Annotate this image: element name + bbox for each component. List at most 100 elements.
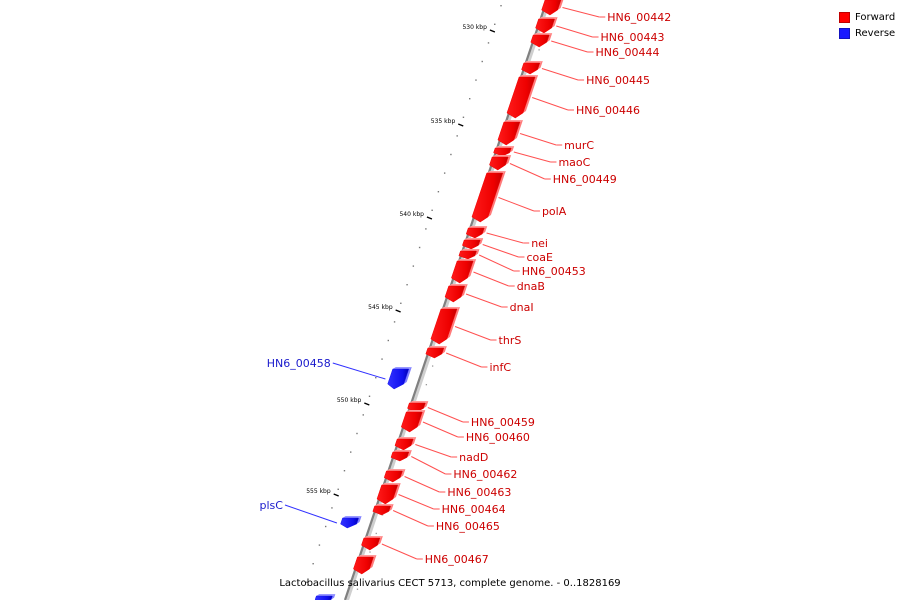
gene-label[interactable]: HN6_00446 <box>576 104 640 117</box>
gene-label[interactable]: maoC <box>558 156 590 169</box>
gene-HN6_00445[interactable] <box>521 61 543 75</box>
legend: Forward Reverse <box>839 9 895 41</box>
gene-label[interactable]: infC <box>489 361 511 374</box>
gene-plsC[interactable] <box>340 516 362 529</box>
gene-label[interactable]: thrS <box>499 334 522 347</box>
gene-dnaB[interactable] <box>451 259 477 284</box>
gene-label[interactable]: HN6_00465 <box>436 520 500 533</box>
gene-HN6_00464[interactable] <box>376 483 401 505</box>
gene-arrow-side <box>446 307 460 339</box>
label-leader-line <box>498 197 535 212</box>
gene-label[interactable]: murC <box>564 139 594 152</box>
gene-arrow-body <box>387 368 410 390</box>
gene-label[interactable]: HN6_00460 <box>466 431 530 444</box>
gene-label[interactable]: HN6_00442 <box>607 11 671 24</box>
gene-HN6_00458[interactable] <box>387 367 412 390</box>
gene-label[interactable]: polA <box>542 205 567 218</box>
gene-arrow-body <box>471 172 504 223</box>
gene-HN6_00459[interactable] <box>407 401 429 413</box>
gene-arrow-top <box>486 171 506 173</box>
gene-arrow-side <box>509 146 515 153</box>
gene-label[interactable]: HN6_00459 <box>471 416 535 429</box>
gene-arrow-side <box>377 536 383 546</box>
gene-unlabeled[interactable] <box>353 555 377 575</box>
gene-label[interactable]: HN6_00444 <box>595 46 659 59</box>
gene-HN6_00467[interactable] <box>361 536 383 551</box>
legend-label-forward: Forward <box>855 11 896 23</box>
gene-label[interactable]: HN6_00463 <box>447 486 511 499</box>
gene-coaE[interactable] <box>462 238 484 250</box>
gene-HN6_00442[interactable] <box>541 0 564 16</box>
gene-HN6_00449[interactable] <box>489 155 512 171</box>
tick-label: 550 kbp <box>337 397 362 404</box>
gene-arrow-body <box>361 537 381 551</box>
gene-nadD[interactable] <box>394 437 417 451</box>
gene-arrow-top <box>468 226 488 228</box>
label-leader-line <box>284 504 338 524</box>
gene-label[interactable]: coaE <box>526 251 553 264</box>
gene-labels: HN6_00442 HN6_00443 HN6_00444 HN6_00445 HN6_… <box>260 7 671 566</box>
label-leader-line <box>381 543 418 560</box>
gene-infC[interactable] <box>425 346 447 359</box>
major-tick <box>333 493 339 497</box>
gene-arrow-side <box>522 75 539 113</box>
gene-unlabeled[interactable] <box>314 594 336 600</box>
gene-arrow-top <box>406 410 426 412</box>
gene-label[interactable]: HN6_00467 <box>425 553 489 566</box>
minor-tick <box>538 49 540 51</box>
gene-polA[interactable] <box>471 171 506 223</box>
minor-tick <box>375 377 377 379</box>
gene-HN6_00463[interactable] <box>383 469 406 483</box>
gene-arrow-top <box>457 259 477 261</box>
label-leader-line <box>392 510 429 527</box>
gene-arrow-side <box>441 346 447 354</box>
gene-arrow-side <box>478 238 484 246</box>
gene-arrow-side <box>417 410 426 427</box>
legend-label-reverse: Reverse <box>855 27 896 39</box>
gene-thrS[interactable] <box>430 307 460 345</box>
gene-arrow-top <box>492 155 512 157</box>
tick-label: 555 kbp <box>306 488 331 495</box>
gene-HN6_00443[interactable] <box>535 17 558 34</box>
minor-tick <box>343 470 346 472</box>
gene-label[interactable]: HN6_00449 <box>553 173 617 186</box>
gene-arrow-side <box>423 401 429 409</box>
gene-arrow-side <box>513 120 523 140</box>
gene-label[interactable]: HN6_00453 <box>522 265 586 278</box>
gene-arrow-top <box>523 61 543 63</box>
gene-HN6_00465[interactable] <box>372 504 394 516</box>
gene-label[interactable]: plsC <box>260 499 284 512</box>
gene-nei[interactable] <box>465 226 488 239</box>
minor-tick <box>481 60 483 63</box>
gene-label[interactable]: dnaB <box>517 280 545 293</box>
minor-tick <box>425 228 427 230</box>
gene-arrow-side <box>410 437 417 446</box>
gene-label[interactable]: dnaI <box>510 301 534 314</box>
gene-maoC[interactable] <box>493 146 515 157</box>
gene-label[interactable]: HN6_00443 <box>601 31 665 44</box>
gene-arrow-side <box>487 171 506 217</box>
gene-label[interactable]: HN6_00445 <box>586 74 650 87</box>
gene-label[interactable]: nadD <box>459 451 488 464</box>
gene-label[interactable]: nei <box>531 237 548 250</box>
gene-label[interactable]: HN6_00458 <box>267 357 331 370</box>
gene-arrow-body <box>493 147 512 157</box>
minor-tick <box>494 23 496 25</box>
gene-arrow-side <box>407 450 412 458</box>
gene-arrow-body <box>340 517 359 529</box>
gene-HN6_00460[interactable] <box>400 410 426 433</box>
gene-label[interactable]: HN6_00462 <box>453 468 517 481</box>
gene-dnaI[interactable] <box>444 284 468 303</box>
gene-HN6_00444[interactable] <box>530 33 553 48</box>
gene-murC[interactable] <box>497 120 523 146</box>
gene-HN6_00462[interactable] <box>390 450 412 462</box>
label-leader-line <box>551 40 588 53</box>
minor-tick <box>356 432 358 435</box>
minor-tick <box>475 79 477 81</box>
label-leader-line <box>556 25 593 38</box>
gene-HN6_00453[interactable] <box>458 249 480 260</box>
gene-arrow-top <box>440 307 460 309</box>
label-leader-line <box>509 163 545 180</box>
gene-HN6_00446[interactable] <box>506 75 539 119</box>
gene-label[interactable]: HN6_00464 <box>442 503 506 516</box>
